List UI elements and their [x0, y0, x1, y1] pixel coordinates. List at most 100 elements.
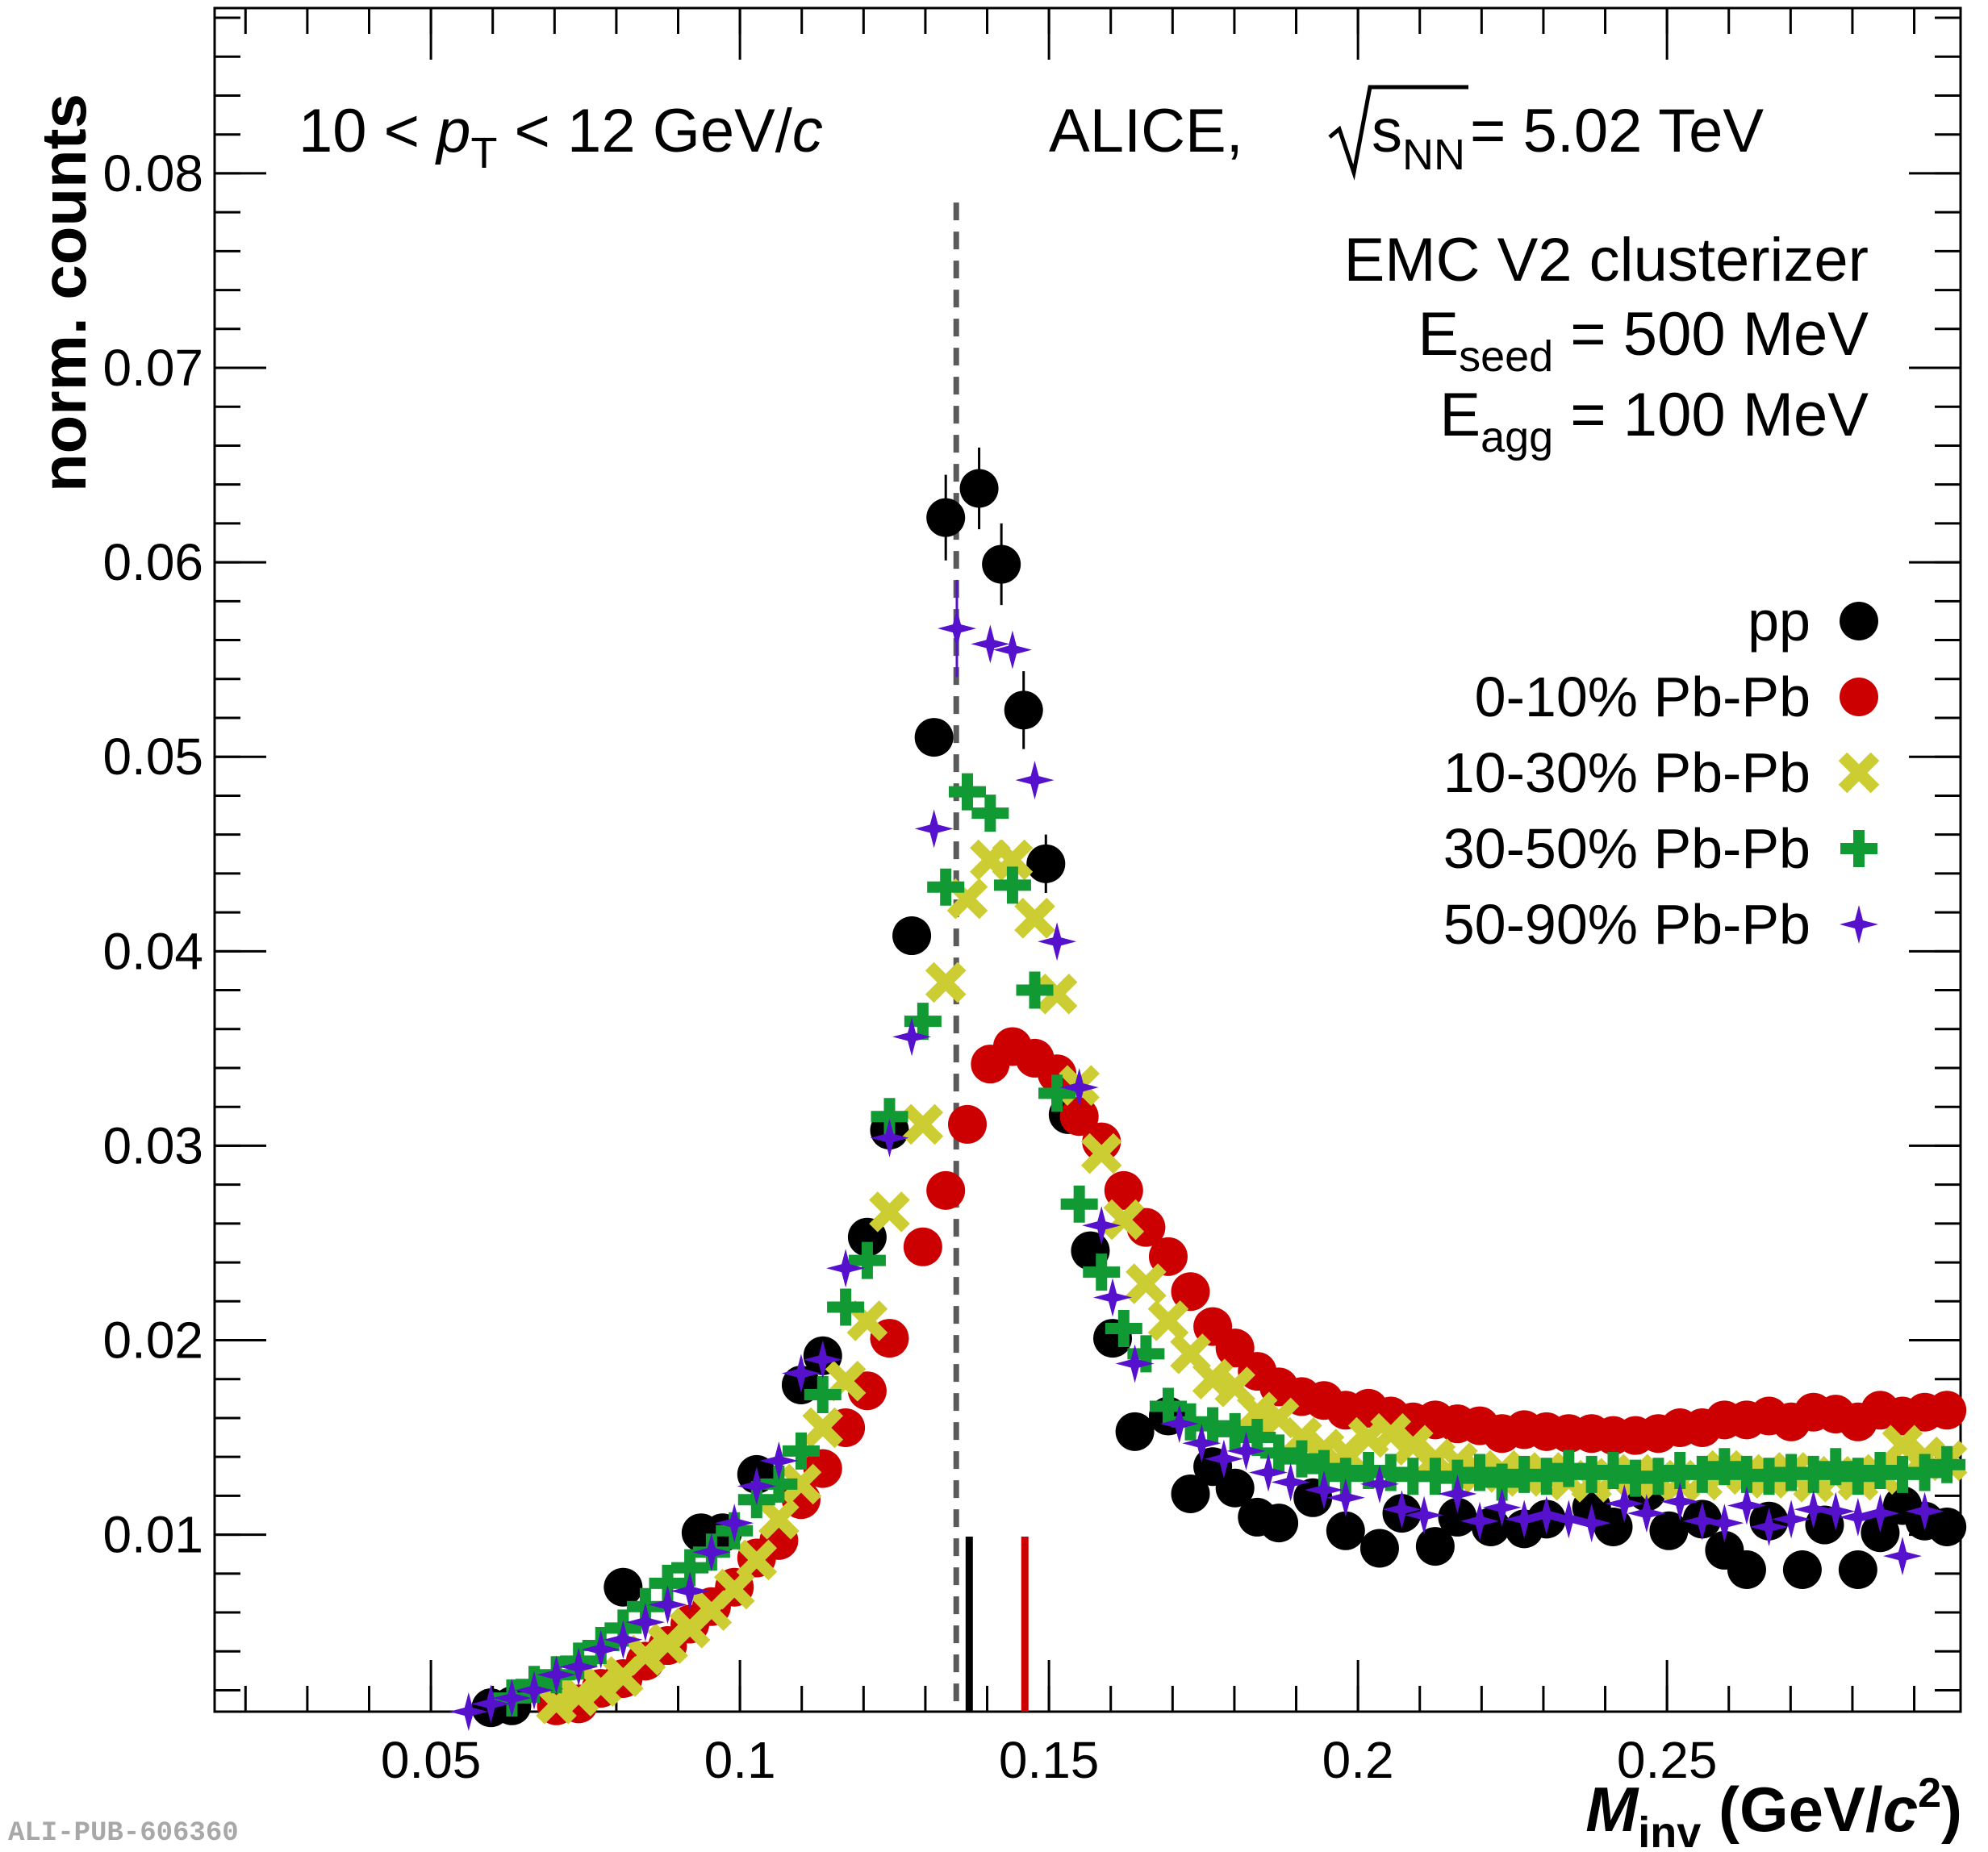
plus-stroke	[782, 1432, 820, 1470]
y-tick-label: 0.07	[102, 339, 203, 397]
data-point	[559, 1647, 599, 1687]
data-point	[1326, 1478, 1365, 1517]
data-point	[625, 1603, 665, 1642]
data-point	[449, 1692, 488, 1731]
data-point	[869, 1191, 910, 1233]
x-stroke	[624, 1634, 666, 1676]
legend-marker	[1840, 602, 1878, 640]
plus-stroke	[1216, 1412, 1254, 1450]
data-point	[926, 498, 966, 537]
data-point	[1393, 1424, 1434, 1466]
data-point	[1415, 1527, 1455, 1566]
data-point	[971, 624, 1010, 664]
data-point	[1927, 1507, 1967, 1546]
data-point	[758, 1499, 800, 1540]
data-point	[903, 1227, 942, 1266]
data-point	[1482, 1487, 1522, 1527]
x-stroke	[1080, 1132, 1122, 1174]
plus-stroke	[1817, 1448, 1855, 1486]
data-point	[471, 1684, 511, 1724]
data-point	[925, 961, 967, 1003]
eseed-label: Eseed = 500 MeV	[1418, 300, 1869, 381]
data-point	[1572, 1504, 1611, 1543]
data-point	[1104, 1170, 1143, 1210]
x-stroke	[902, 1103, 944, 1145]
svg-text:ALICE,: ALICE,	[1049, 97, 1243, 165]
plus-stroke	[1283, 1440, 1321, 1478]
data-point	[1461, 1454, 1499, 1491]
data-point	[1115, 1412, 1155, 1451]
data-point	[1036, 974, 1078, 1015]
data-point	[1093, 1278, 1133, 1317]
data-point	[759, 1441, 799, 1480]
data-point	[1838, 1550, 1877, 1589]
svg-text:= 5.02 TeV: = 5.02 TeV	[1470, 97, 1764, 165]
data-point	[1082, 1206, 1121, 1245]
data-point	[1283, 1440, 1321, 1478]
x-stroke	[992, 839, 1034, 881]
pt-range-label: 10 < pT < 12 GeV/c	[299, 97, 823, 177]
data-point	[492, 1679, 532, 1718]
data-point	[826, 1249, 866, 1288]
data-point	[904, 1003, 942, 1041]
data-point	[1817, 1448, 1855, 1486]
y-tick-label: 0.03	[102, 1116, 203, 1174]
data-point	[1594, 1452, 1632, 1490]
data-point	[1605, 1484, 1644, 1524]
plus-stroke	[827, 1288, 865, 1326]
x-stroke	[558, 1675, 599, 1717]
legend: pp 0-10% Pb-Pb 10-30% Pb-Pb 30-50% Pb-Pb 50-…	[1443, 590, 1880, 956]
x-axis-title: Minv (GeV/c2)	[1585, 1770, 1962, 1852]
data-point	[848, 1241, 886, 1279]
plus-stroke	[1840, 830, 1877, 867]
data-point	[1159, 1404, 1199, 1444]
data-point	[1126, 1263, 1167, 1304]
data-point	[648, 1585, 687, 1625]
legend-label: 50-90% Pb-Pb	[1443, 893, 1810, 956]
data-point	[1527, 1458, 1565, 1495]
data-point	[1505, 1500, 1544, 1539]
plus-stroke	[1639, 1458, 1677, 1495]
plus-stroke	[949, 773, 987, 811]
plus-stroke	[904, 1003, 942, 1041]
data-point	[1259, 1504, 1299, 1543]
plus-stroke	[1149, 1387, 1187, 1425]
legend-marker	[1840, 905, 1878, 944]
data-point	[1660, 1482, 1700, 1521]
data-point	[1370, 1412, 1412, 1454]
publication-watermark: ALI-PUB-606360	[8, 1818, 239, 1849]
data-point	[1105, 1310, 1142, 1348]
plus-stroke	[1260, 1434, 1298, 1472]
axis-ticks: 0.05 0.1 0.15 0.2 0.25 0.01 0.02 0.03 0.04 0.05 0.…	[102, 8, 1961, 1789]
data-point	[902, 1103, 944, 1145]
plus-stroke	[1594, 1452, 1632, 1490]
data-point	[1438, 1497, 1477, 1537]
data-point	[1083, 1253, 1121, 1291]
legend-label: 10-30% Pb-Pb	[1443, 741, 1810, 804]
data-point	[1906, 1454, 1944, 1491]
data-point	[1038, 1054, 1077, 1094]
data-point	[1260, 1434, 1298, 1472]
x-stroke	[1881, 1424, 1923, 1466]
series-4	[449, 579, 1944, 1731]
data-point	[993, 866, 1031, 904]
clusterizer-label: EMC V2 clusterizer	[1344, 226, 1869, 294]
plus-stroke	[1016, 971, 1054, 1009]
data-point	[580, 1666, 622, 1707]
data-point	[737, 1466, 776, 1506]
data-point	[581, 1629, 620, 1669]
plus-stroke	[927, 868, 965, 906]
x-tick-label: 0.05	[381, 1731, 482, 1789]
data-point	[1015, 761, 1055, 800]
data-point	[1460, 1501, 1500, 1541]
series-0	[471, 447, 1967, 1728]
x-stroke	[869, 1191, 910, 1233]
data-point	[1359, 1464, 1399, 1504]
x-stroke	[736, 1539, 778, 1581]
data-point	[1550, 1449, 1588, 1487]
x-tick-label: 0.25	[1617, 1731, 1718, 1789]
plus-stroke	[1928, 1445, 1966, 1483]
plot-frame	[213, 6, 1962, 1713]
plus-stroke	[804, 1376, 842, 1414]
x-stroke	[1036, 974, 1078, 1015]
